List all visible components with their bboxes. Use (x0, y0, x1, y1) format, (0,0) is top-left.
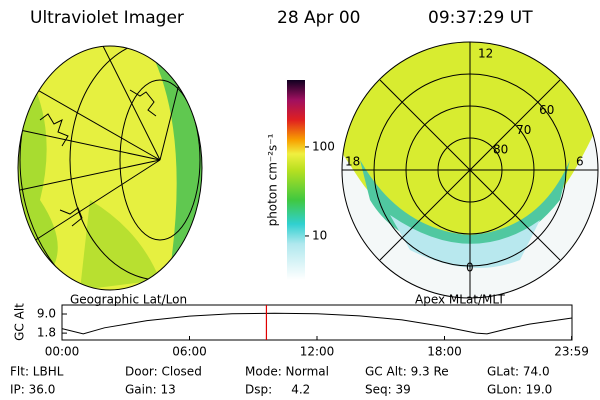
altitude-curve (61, 312, 573, 335)
polar-ring (437, 137, 503, 203)
x-tick-label: 12:00 (300, 345, 335, 359)
colorbar-tick-label: 100 (312, 139, 335, 153)
info: Seq: 39 (365, 383, 411, 397)
polar-ring (341, 41, 599, 299)
info: Mode: Normal (245, 365, 329, 379)
mlt-label: 0 (466, 261, 474, 275)
mlt-label: 12 (478, 47, 493, 61)
ring-label: 60 (539, 103, 554, 117)
colorbar (287, 80, 305, 280)
info: GLat: 74.0 (487, 365, 550, 379)
info: GC Alt: 9.3 Re (365, 365, 449, 379)
ring-label: 70 (516, 123, 531, 137)
mlt-label: 18 (345, 155, 360, 169)
instrument: Ultraviolet Imager (30, 8, 184, 28)
x-tick-label: 00:00 (45, 345, 80, 359)
info: Gain: 13 (125, 383, 176, 397)
left-caption: Geographic Lat/Lon (70, 293, 187, 307)
info: Flt: LBHL (10, 365, 64, 379)
info: Door: Closed (125, 365, 202, 379)
x-tick-label: 06:00 (172, 345, 207, 359)
globe-limb (17, 45, 203, 291)
altitude-label: GC Alt (13, 303, 27, 341)
time: 09:37:29 UT (428, 8, 533, 28)
mlt-line (379, 79, 561, 261)
x-tick-label: 23:59 (554, 345, 589, 359)
info: GLon: 19.0 (487, 383, 552, 397)
date: 28 Apr 00 (277, 8, 360, 28)
colorbar-label: photon cm⁻²s⁻¹ (266, 133, 280, 226)
polar-ring (405, 105, 535, 235)
polar-ring (373, 73, 567, 267)
info: Dsp: 4.2 (245, 383, 310, 397)
y-tick-label: 1.8 (37, 326, 56, 340)
mlt-label: 6 (576, 155, 584, 169)
globe-image (18, 46, 202, 290)
info: IP: 36.0 (10, 383, 55, 397)
polar-grid (342, 42, 598, 298)
ring-label: 80 (493, 143, 508, 157)
x-tick-label: 18:00 (427, 345, 462, 359)
y-tick-label: 9.0 (37, 307, 56, 321)
right-caption: Apex MLat/MLT (415, 293, 505, 307)
colorbar-tick-label: 10 (312, 228, 327, 242)
